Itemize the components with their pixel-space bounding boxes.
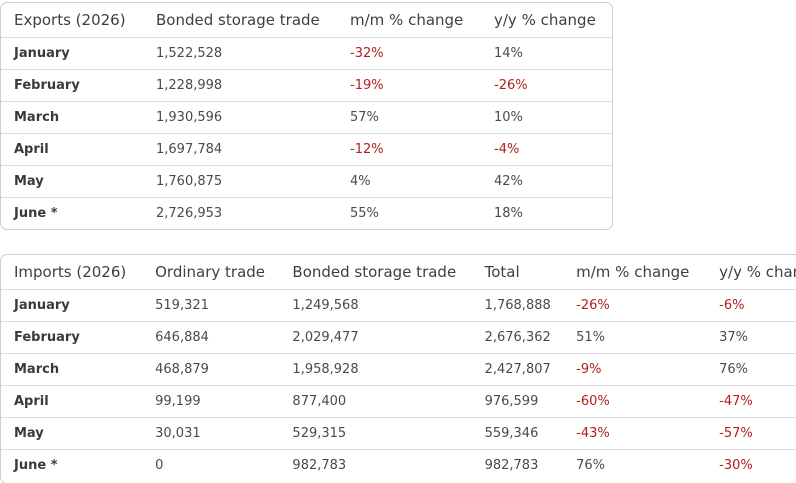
exports-header-cell: y/y % change [494, 11, 596, 29]
imports-table-cell: -30% [706, 449, 796, 481]
exports-table-cell: 57% [337, 101, 481, 134]
exports-table-row: April 1,697,784 -12% -4% [1, 133, 612, 166]
imports-table-cell: 37% [706, 321, 796, 354]
imports-table-cell: 976,599 [471, 385, 564, 418]
exports-table-row: January 1,522,528 -32% 14% [1, 37, 612, 70]
imports-table-row: May 30,031 529,315 559,346 -43% -57% [1, 417, 796, 450]
exports-table-cell: 55% [337, 197, 481, 229]
exports-table-row: June * 2,726,953 55% 18% [1, 197, 612, 229]
imports-row-label: April [1, 385, 143, 418]
exports-table-cell: -12% [337, 133, 481, 166]
imports-table-cell: 2,427,807 [471, 353, 564, 386]
exports-table-cell: -4% [481, 133, 612, 166]
exports-table-cell: 14% [481, 37, 612, 70]
imports-table-card: Imports (2026) Ordinary trade Bonded sto… [0, 254, 796, 483]
imports-row-label: January [1, 289, 143, 322]
exports-table-row: March 1,930,596 57% 10% [1, 101, 612, 134]
imports-header-cell: Bonded storage trade [292, 263, 457, 281]
imports-table-cell: -26% [563, 289, 707, 322]
imports-table-row: February 646,884 2,029,477 2,676,362 51% 37% [1, 321, 796, 354]
imports-table-cell: 51% [563, 321, 707, 354]
imports-table-cell: 519,321 [142, 289, 280, 322]
exports-table-cell: 1,697,784 [143, 133, 337, 166]
imports-table-cell: -6% [706, 289, 796, 322]
imports-table-cell: 1,958,928 [279, 353, 472, 386]
exports-table-cell: 4% [337, 165, 481, 198]
exports-table-row: February 1,228,998 -19% -26% [1, 69, 612, 102]
imports-row-label: May [1, 417, 143, 450]
imports-row-label: February [1, 321, 143, 354]
imports-table-cell: 2,029,477 [279, 321, 472, 354]
imports-table-cell: 529,315 [279, 417, 472, 450]
exports-table-cell: 1,522,528 [143, 37, 337, 70]
imports-table-cell: 982,783 [471, 449, 564, 481]
imports-table-cell: -60% [563, 385, 707, 418]
imports-table-cell: -9% [563, 353, 707, 386]
exports-table-cell: 1,228,998 [143, 69, 337, 102]
imports-table-cell: 2,676,362 [471, 321, 564, 354]
imports-table-cell: 76% [706, 353, 796, 386]
exports-table: Exports (2026) Bonded storage trade m/m … [1, 3, 612, 229]
imports-table-cell: 982,783 [279, 449, 472, 481]
imports-table-cell: 76% [563, 449, 707, 481]
exports-row-label: May [1, 165, 143, 198]
imports-row-label: March [1, 353, 143, 386]
exports-table-cell: 42% [481, 165, 612, 198]
imports-header-cell: y/y % change [719, 263, 796, 281]
imports-table-row: April 99,199 877,400 976,599 -60% -47% [1, 385, 796, 418]
imports-table-row: March 468,879 1,958,928 2,427,807 -9% 76% [1, 353, 796, 386]
imports-table-cell: -43% [563, 417, 707, 450]
imports-table-cell: -57% [706, 417, 796, 450]
imports-table-cell: 646,884 [142, 321, 280, 354]
imports-header-cell: Ordinary trade [155, 263, 266, 281]
exports-row-label: April [1, 133, 143, 166]
imports-table: Imports (2026) Ordinary trade Bonded sto… [1, 255, 796, 481]
exports-table-body: January 1,522,528 -32% 14% February 1,228,998… [1, 37, 612, 229]
exports-header-cell: m/m % change [350, 11, 464, 29]
imports-header-row: Imports (2026) Ordinary trade Bonded sto… [1, 255, 796, 290]
exports-table-cell: -32% [337, 37, 481, 70]
imports-table-cell: 877,400 [279, 385, 472, 418]
exports-row-label: February [1, 69, 143, 102]
exports-row-label: January [1, 37, 143, 70]
imports-table-cell: -47% [706, 385, 796, 418]
exports-table-cell: 2,726,953 [143, 197, 337, 229]
imports-table-cell: 0 [142, 449, 280, 481]
imports-table-cell: 1,249,568 [279, 289, 472, 322]
exports-table-cell: -26% [481, 69, 612, 102]
exports-header-row: Exports (2026) Bonded storage trade m/m … [1, 3, 612, 38]
imports-header-cell: m/m % change [576, 263, 690, 281]
exports-table-cell: 18% [481, 197, 612, 229]
exports-row-label: June * [1, 197, 143, 229]
imports-table-cell: 559,346 [471, 417, 564, 450]
exports-table-card: Exports (2026) Bonded storage trade m/m … [0, 2, 613, 230]
exports-table-cell: 10% [481, 101, 612, 134]
exports-header-cell: Exports (2026) [14, 11, 126, 29]
imports-table-cell: 30,031 [142, 417, 280, 450]
exports-table-cell: 1,760,875 [143, 165, 337, 198]
exports-header-cell: Bonded storage trade [156, 11, 320, 29]
imports-header-cell: Imports (2026) [14, 263, 127, 281]
exports-table-cell: -19% [337, 69, 481, 102]
imports-table-row: January 519,321 1,249,568 1,768,888 -26% -6% [1, 289, 796, 322]
exports-table-cell: 1,930,596 [143, 101, 337, 134]
exports-table-row: May 1,760,875 4% 42% [1, 165, 612, 198]
imports-table-body: January 519,321 1,249,568 1,768,888 -26% -6% F… [1, 289, 796, 481]
imports-table-cell: 99,199 [142, 385, 280, 418]
imports-row-label: June * [1, 449, 143, 481]
imports-table-row: June * 0 982,783 982,783 76% -30% [1, 449, 796, 481]
exports-row-label: March [1, 101, 143, 134]
imports-header-cell: Total [484, 263, 520, 281]
imports-table-cell: 1,768,888 [471, 289, 564, 322]
imports-table-cell: 468,879 [142, 353, 280, 386]
